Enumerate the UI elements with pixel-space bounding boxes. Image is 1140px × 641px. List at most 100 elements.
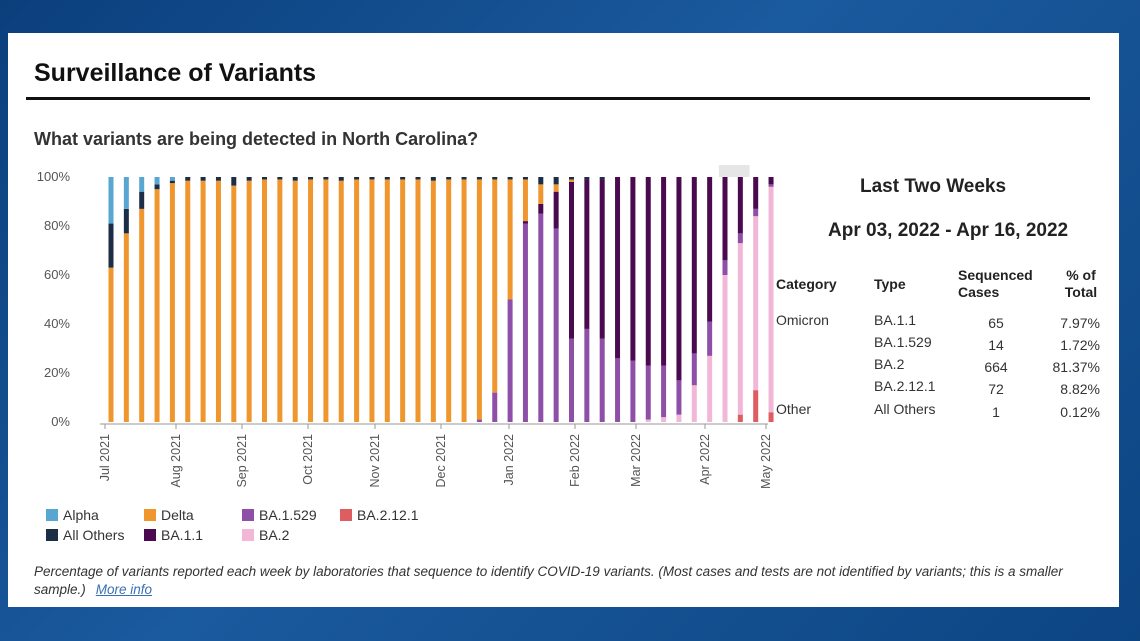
bar-segment [200, 180, 206, 422]
variant-stacked-bar-chart: 0% 20% 40% 60% 80% 100% Jul 2021 Aug 2021 Sep 20… [37, 165, 774, 489]
bar-segment [323, 179, 329, 422]
bar-segment [169, 177, 175, 181]
bar-segment [277, 177, 283, 180]
caption-text: Percentage of variants reported each wee… [34, 564, 1063, 597]
legend-item-ba2[interactable]: BA.2 [242, 527, 340, 543]
bar-segment [215, 180, 221, 422]
legend-swatch [46, 529, 58, 541]
row-pct: 0.12% [1060, 404, 1100, 420]
bar-segment [323, 177, 329, 180]
row-cases: 1 [992, 404, 1000, 420]
legend-swatch [242, 509, 254, 521]
bar-segment [108, 267, 114, 422]
bar-segment [691, 353, 697, 386]
legend-item-alpha[interactable]: Alpha [46, 507, 144, 523]
bar-segment [599, 177, 605, 180]
bar-segment [753, 390, 759, 422]
chart-question: What variants are being detected in Nort… [34, 129, 479, 149]
bar-segment [154, 177, 160, 185]
bar-segment [722, 260, 728, 275]
bar-segment [108, 177, 114, 224]
bar-segment [507, 177, 513, 180]
summary-heading: Last Two Weeks [860, 176, 1007, 197]
bar-segment [446, 179, 452, 422]
bar-segment [492, 179, 498, 393]
legend-item-all-others[interactable]: All Others [46, 527, 144, 543]
legend-item-delta[interactable]: Delta [144, 507, 242, 523]
bar-segment [630, 360, 636, 422]
legend-label: All Others [63, 527, 125, 543]
legend-item-ba2121[interactable]: BA.2.12.1 [340, 507, 450, 523]
bar-segment [553, 184, 559, 192]
bar-segment [553, 228, 559, 422]
more-info-link[interactable]: More info [95, 582, 153, 597]
bar-segment [691, 385, 697, 422]
bar-segment [584, 328, 590, 422]
bar-segment [691, 177, 697, 354]
bar-segment [338, 177, 344, 181]
bar-segment [661, 177, 667, 366]
bar-segment [615, 177, 621, 359]
bar-segment [354, 179, 360, 422]
legend-label: BA.1.1 [161, 527, 204, 543]
col-header-pct: % of Total [1064, 267, 1098, 300]
bar-segment [139, 177, 145, 192]
bar-segment [538, 177, 544, 185]
x-tick-label: Mar 2022 [629, 434, 643, 487]
col-header-cases: Sequenced Cases [958, 267, 1033, 300]
bar-segment [768, 177, 774, 185]
bar-segment [123, 208, 129, 234]
bar-segment [369, 179, 375, 422]
legend-item-ba1529[interactable]: BA.1.529 [242, 507, 340, 523]
bar-segment [262, 177, 267, 180]
bar-segment [430, 177, 436, 181]
row-type: BA.1.529 [874, 334, 932, 350]
legend-swatch [144, 529, 156, 541]
legend-swatch [242, 529, 254, 541]
bar-segment [661, 365, 667, 418]
bar-segment [384, 179, 390, 422]
row-pct: 81.37% [1052, 359, 1100, 375]
x-tick-label: Jan 2022 [502, 434, 516, 485]
bar-segment [277, 179, 283, 422]
bar-segment [538, 203, 544, 214]
bar-segment [292, 177, 298, 181]
y-tick-label: 80% [44, 218, 70, 233]
legend-label: BA.2 [259, 527, 290, 543]
bar-segment [768, 184, 774, 187]
bar-segment [737, 243, 743, 415]
bar-segment [185, 177, 191, 181]
bar-segment [384, 177, 390, 180]
bar-segment [446, 177, 452, 180]
row-cases: 65 [988, 315, 1004, 331]
bar-segment [369, 177, 375, 180]
bar-segment [476, 419, 482, 422]
row-category: Other [776, 401, 812, 417]
bar-segment [722, 177, 728, 261]
bar-segment [262, 179, 267, 422]
bar-segment [737, 233, 743, 244]
x-tick-label: Apr 2022 [698, 434, 712, 485]
x-tick-label: Sep 2021 [235, 434, 249, 488]
bar-segment [522, 223, 528, 422]
legend-swatch [144, 509, 156, 521]
bar-segment [737, 177, 743, 234]
col-header-type: Type [874, 276, 906, 292]
bar-segment [768, 412, 774, 422]
legend-item-ba11[interactable]: BA.1.1 [144, 527, 242, 543]
y-tick-label: 60% [44, 267, 70, 282]
bar-segment [154, 189, 160, 422]
bar-segment [123, 177, 129, 209]
bar-segment [615, 358, 621, 422]
bar-segment [476, 179, 482, 420]
bar-segment [522, 179, 528, 222]
y-tick-label: 100% [37, 169, 71, 184]
bar-segment [569, 338, 574, 422]
bar-segment [215, 177, 221, 181]
bar-segment [645, 177, 651, 366]
bar-segment [522, 221, 528, 224]
bar-segment [246, 180, 252, 422]
row-type: BA.2 [874, 356, 905, 372]
bar-segment [354, 177, 360, 180]
chart-legend: Alpha Delta BA.1.529 BA.2.12.1 All Other… [46, 507, 450, 543]
